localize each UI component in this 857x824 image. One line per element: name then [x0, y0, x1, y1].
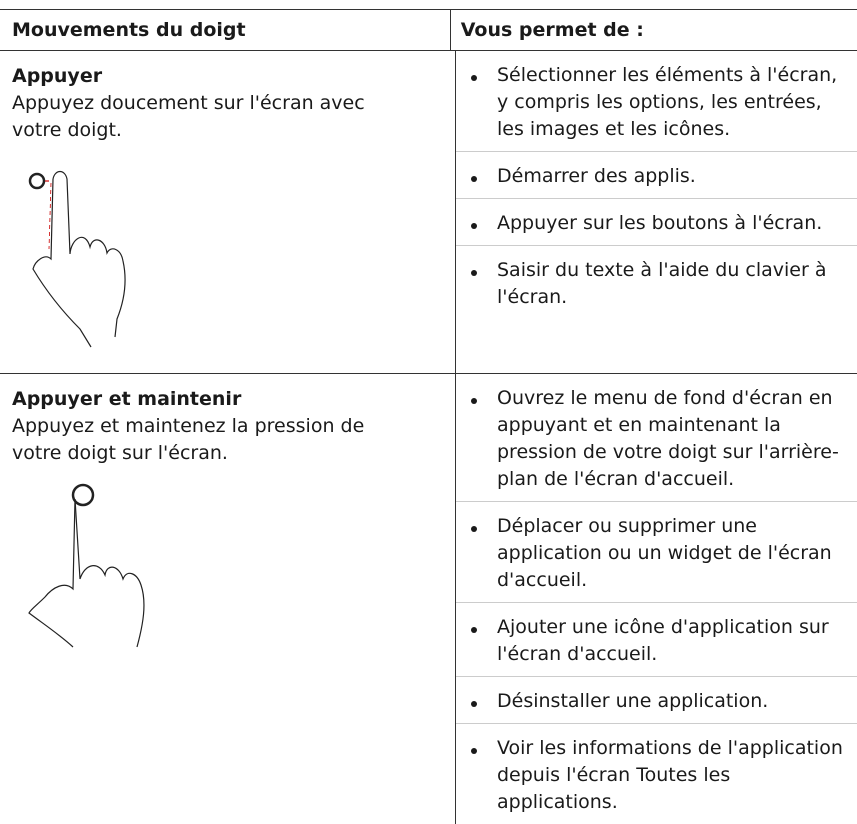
action-item: Voir les informations de l'application d… — [456, 724, 857, 824]
gesture-title: Appuyer et maintenir — [12, 388, 242, 410]
action-item: Appuyer sur les boutons à l'écran. — [456, 199, 857, 246]
header-cell: Vous permet de : — [460, 19, 644, 41]
tap-illustration — [28, 170, 126, 348]
action-item: Saisir du texte à l'aide du clavier à l'… — [456, 246, 857, 319]
gesture-description: Appuyez doucement sur l'écran avec votre… — [12, 92, 365, 141]
action-item: Ajouter une icône d'application sur l'éc… — [456, 603, 857, 677]
table-row: Appuyer Appuyez doucement sur l'écran av… — [0, 51, 857, 374]
action-item: Démarrer des applis. — [456, 152, 857, 199]
header-cell: Mouvements du doigt — [0, 10, 451, 50]
header-row: Mouvements du doigt Vous permet de : — [0, 10, 857, 51]
gesture-description: Appuyez et maintenez la pression de votr… — [12, 415, 365, 464]
gesture-table: Mouvements du doigt Vous permet de : App… — [0, 9, 857, 824]
actions-cell: Ouvrez le menu de fond d'écran en appuya… — [456, 374, 857, 824]
gesture-cell: Appuyer et maintenir Appuyez et maintene… — [0, 374, 456, 824]
gesture-title: Appuyer — [12, 65, 103, 87]
action-list: Sélectionner les éléments à l'écran, y c… — [456, 51, 857, 319]
actions-cell: Sélectionner les éléments à l'écran, y c… — [456, 51, 857, 373]
gesture-cell: Appuyer Appuyez doucement sur l'écran av… — [0, 51, 456, 373]
action-item: Ouvrez le menu de fond d'écran en appuya… — [456, 374, 857, 502]
action-item: Sélectionner les éléments à l'écran, y c… — [456, 51, 857, 152]
action-item: Désinstaller une application. — [456, 677, 857, 724]
action-list: Ouvrez le menu de fond d'écran en appuya… — [456, 374, 857, 824]
table-row: Appuyer et maintenir Appuyez et maintene… — [0, 374, 857, 824]
hold-illustration — [28, 483, 145, 648]
action-item: Déplacer ou supprimer une application ou… — [456, 502, 857, 603]
